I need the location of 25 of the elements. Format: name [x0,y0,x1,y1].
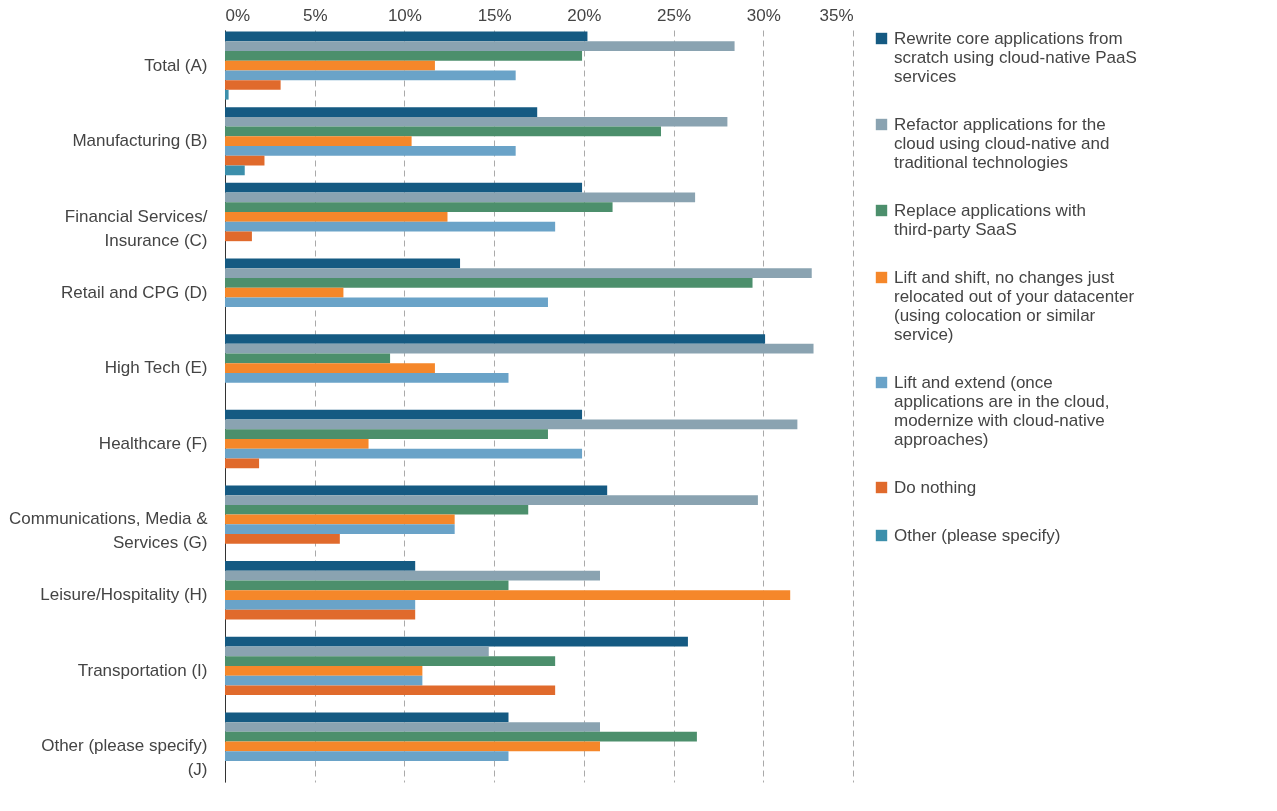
x-tick-label: 10% [387,5,422,25]
x-tick-label: 5% [302,5,328,25]
x-tick-label: 30% [746,5,781,25]
legend-label: Other (please specify) [894,525,1061,545]
legend-label: Replace applications with third-party SaaS [894,200,1086,239]
y-tick-label: Financial Services/ Insurance (C) [64,206,208,250]
y-tick-label: Leisure/Hospitality (H) [40,585,208,605]
legend-label: Refactor applications for the cloud using cloud-native and traditional technologies [894,114,1110,172]
x-tick-label: 20% [567,5,602,25]
y-tick-label: Transportation (I) [77,660,208,680]
legend-label: Lift and shift, no changes just relocated out of your datacenter (using colocation or similar service) [894,267,1135,344]
y-tick-label: Total (A) [144,55,208,75]
legend-label: Lift and extend (once applications are in the cloud, modernize with cloud-native approaches) [894,372,1110,449]
x-tick-label: 25% [657,5,692,25]
y-tick-label: Other (please specify) (J) [41,736,208,780]
y-tick-label: Communications, Media & Services (G) [9,509,209,553]
y-tick-label: Manufacturing (B) [72,131,208,151]
y-tick-label: High Tech (E) [104,358,208,378]
x-tick-label: 15% [477,5,512,25]
legend-label: Rewrite core applications from scratch using cloud-native PaaS services [894,28,1137,86]
x-tick-label: 0% [225,5,251,25]
x-tick-label: 35% [819,5,854,25]
y-tick-label: Retail and CPG (D) [61,282,208,302]
legend-label: Do nothing [894,477,977,497]
y-tick-label: Healthcare (F) [98,433,208,453]
